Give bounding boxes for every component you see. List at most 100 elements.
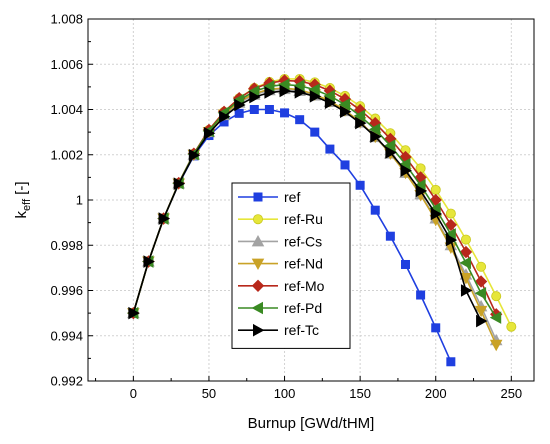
y-tick-label: 1.004 bbox=[50, 102, 83, 117]
data-point bbox=[476, 261, 487, 272]
data-point bbox=[340, 160, 350, 170]
legend-label: ref-Mo bbox=[284, 278, 325, 294]
x-tick-label: 50 bbox=[202, 386, 216, 401]
legend: ref ref-Ru ref-Cs ref-Nd ref-Mo ref-Pd ref-Tc bbox=[231, 182, 351, 349]
data-point bbox=[249, 90, 261, 104]
legend-marker bbox=[251, 258, 265, 271]
y-axis-title: keff [-] bbox=[13, 181, 33, 218]
legend-item: ref bbox=[238, 189, 300, 205]
data-point bbox=[325, 144, 335, 154]
data-point bbox=[400, 164, 412, 177]
legend-label: ref bbox=[284, 189, 300, 205]
legend-label: ref-Pd bbox=[284, 300, 322, 316]
x-tick-label: 100 bbox=[274, 386, 296, 401]
y-tick-label: 0.994 bbox=[50, 328, 83, 343]
data-point bbox=[279, 84, 291, 98]
y-tick-label: 0.992 bbox=[50, 374, 83, 389]
data-point bbox=[234, 108, 244, 118]
legend-box bbox=[231, 182, 351, 349]
data-point bbox=[474, 286, 487, 300]
series-ref-Tc bbox=[128, 84, 488, 328]
data-point bbox=[506, 321, 517, 332]
legend-marker bbox=[252, 214, 263, 225]
x-tick-label: 150 bbox=[349, 386, 371, 401]
data-point bbox=[489, 311, 502, 324]
legend-item: ref-Mo bbox=[238, 278, 325, 294]
y-tick-label: 1.002 bbox=[50, 147, 83, 162]
data-point bbox=[323, 89, 335, 103]
legend-marker bbox=[253, 192, 263, 202]
data-point bbox=[446, 357, 456, 367]
series-layer bbox=[126, 73, 517, 367]
legend-label: ref-Nd bbox=[284, 256, 323, 272]
data-point bbox=[445, 233, 458, 247]
x-tick-label: 0 bbox=[130, 386, 137, 401]
data-point bbox=[431, 323, 441, 333]
data-point bbox=[128, 306, 140, 320]
data-point bbox=[385, 146, 397, 159]
data-point bbox=[173, 177, 186, 190]
data-point bbox=[460, 284, 473, 297]
legend-label: ref-Cs bbox=[284, 233, 322, 249]
y-tick-label: 0.998 bbox=[50, 238, 83, 253]
data-point bbox=[264, 105, 274, 115]
data-point bbox=[459, 256, 471, 270]
data-point bbox=[400, 259, 410, 269]
data-point bbox=[416, 290, 426, 300]
data-point bbox=[324, 96, 337, 109]
data-point bbox=[444, 218, 458, 232]
data-point bbox=[143, 255, 155, 268]
data-point bbox=[219, 110, 231, 124]
data-point bbox=[368, 123, 381, 136]
data-point bbox=[430, 207, 443, 221]
data-point bbox=[355, 116, 367, 130]
data-point bbox=[370, 130, 382, 143]
y-axis-title-sub: eff bbox=[21, 198, 33, 211]
y-axis-title-main: k bbox=[13, 211, 30, 219]
y-tick-label: 1.008 bbox=[50, 12, 83, 27]
legend-marker bbox=[251, 234, 265, 247]
legend-item: ref-Ru bbox=[238, 211, 323, 227]
data-point bbox=[489, 339, 503, 352]
data-point bbox=[188, 148, 201, 162]
data-point bbox=[203, 126, 216, 140]
data-point bbox=[280, 108, 290, 118]
y-axis-title-suffix: [-] bbox=[13, 181, 30, 199]
data-point bbox=[310, 127, 320, 137]
data-point bbox=[445, 208, 456, 219]
legend-marker bbox=[251, 301, 264, 315]
x-tick-label: 250 bbox=[500, 386, 522, 401]
legend-item: ref-Tc bbox=[238, 322, 319, 338]
legend-item: ref-Pd bbox=[238, 300, 322, 316]
data-point bbox=[355, 180, 365, 190]
data-point bbox=[338, 98, 351, 111]
legend-marker bbox=[252, 323, 265, 337]
y-tick-label: 1 bbox=[76, 193, 83, 208]
data-point bbox=[415, 184, 428, 198]
y-tick-label: 0.996 bbox=[50, 283, 83, 298]
data-point bbox=[340, 105, 352, 119]
data-point bbox=[294, 86, 307, 99]
data-point bbox=[295, 115, 305, 125]
data-point bbox=[308, 83, 320, 96]
data-point bbox=[476, 314, 488, 328]
legend-label: ref-Ru bbox=[284, 211, 323, 227]
legend-item: ref-Cs bbox=[238, 233, 322, 249]
legend-marker bbox=[251, 279, 265, 292]
data-point bbox=[264, 86, 276, 99]
data-point bbox=[370, 205, 380, 215]
data-point bbox=[474, 275, 488, 288]
data-point bbox=[460, 234, 471, 245]
data-point bbox=[385, 231, 395, 241]
legend-label: ref-Tc bbox=[284, 322, 319, 338]
y-tick-label: 1.006 bbox=[50, 57, 83, 72]
axis-layer: 0 50 100 150 200 250 0.992 0.994 0.996 0.998 1 1.00… bbox=[50, 12, 522, 402]
data-point bbox=[234, 98, 246, 112]
data-point bbox=[459, 245, 473, 259]
data-point bbox=[474, 305, 488, 318]
x-tick-label: 200 bbox=[425, 386, 447, 401]
data-point bbox=[430, 184, 441, 195]
data-point bbox=[353, 109, 366, 123]
